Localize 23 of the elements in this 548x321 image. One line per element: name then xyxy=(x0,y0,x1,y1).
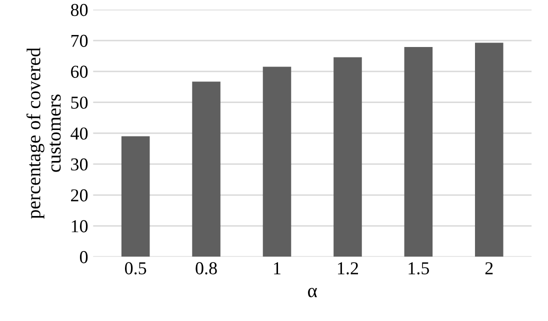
y-tick-label: 60 xyxy=(71,66,88,78)
y-tick-label: 50 xyxy=(71,96,88,109)
bar xyxy=(121,136,150,257)
bar xyxy=(262,66,292,257)
y-tick-label: 0 xyxy=(80,251,88,264)
bar xyxy=(474,42,504,257)
bar xyxy=(192,82,220,257)
bar xyxy=(334,57,362,257)
bar xyxy=(404,47,433,257)
y-axis-title: percentage of covered customers xyxy=(26,48,61,219)
y-tick-label: 30 xyxy=(71,158,88,171)
x-tick-label: 1.5 xyxy=(408,262,430,274)
y-tick-label: 20 xyxy=(71,189,88,202)
x-tick-label: 2 xyxy=(485,262,493,274)
y-tick-label: 70 xyxy=(71,34,88,47)
x-tick-label: 0.8 xyxy=(196,262,217,274)
y-tick-label: 40 xyxy=(70,127,88,140)
y-tick-label: 10 xyxy=(72,220,88,232)
x-tick-label: 0.5 xyxy=(124,262,146,274)
x-tick-label: 1 xyxy=(274,262,280,274)
x-axis-title: α xyxy=(308,288,318,298)
y-tick-label: 80 xyxy=(70,4,88,16)
x-tick-label: 1.2 xyxy=(338,262,358,274)
